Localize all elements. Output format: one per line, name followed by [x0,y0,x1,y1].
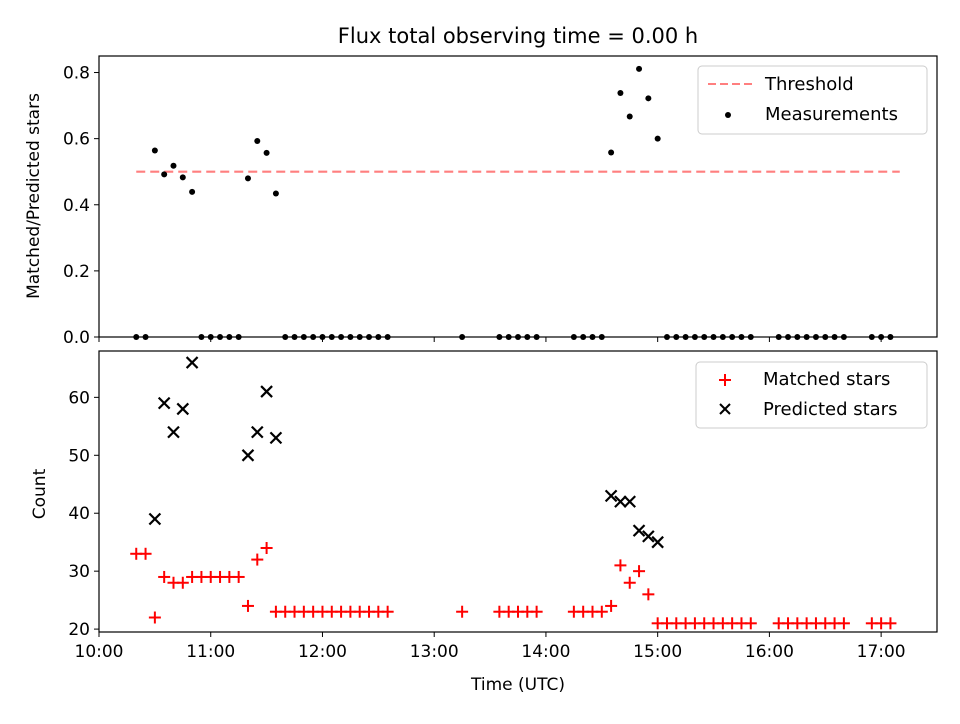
top-y-axis-label: Matched/Predicted stars [24,93,44,299]
measurement-point [244,175,251,182]
measurement-point [170,162,177,169]
legend-predicted-label: Predicted stars [763,399,897,420]
x-tick-label: 14:00 [521,642,570,662]
bottom-y-tick-label: 30 [68,562,90,582]
matched-point [633,565,646,578]
matched-point [614,559,627,572]
matched-point [530,605,543,618]
x-tick-label: 13:00 [410,642,459,662]
bottom-y-axis-label: Count [30,468,50,519]
measurement-point [263,149,270,156]
predicted-point [623,495,637,508]
top-x-axis-ticks [98,337,882,342]
x-tick-label: 17:00 [857,642,906,662]
bottom-legend: Matched stars Predicted stars [695,361,928,429]
top-axes-frame [98,55,938,338]
measurement-point [189,188,196,195]
matched-point [148,611,161,624]
top-y-tick-label: 0.8 [63,64,90,84]
legend-predicted-swatch [719,403,731,415]
top-legend: Threshold Measurements [697,65,928,135]
bottom-legend-box [695,361,928,429]
matched-point [884,617,897,630]
legend-measurements-swatch [725,112,731,118]
x-tick-label: 15:00 [633,642,682,662]
measurement-point [179,174,186,181]
measurement-point [254,137,261,144]
predicted-point [614,495,627,508]
predicted-point [241,449,255,462]
matched-point [642,588,655,601]
x-tick-label: 10:00 [75,642,124,662]
top-data-layer [133,65,900,340]
top-y-tick-label: 0.4 [63,196,90,216]
x-tick-label: 11:00 [186,642,235,662]
matched-point [241,599,254,612]
legend-matched-swatch [719,374,731,386]
top-legend-box [697,65,928,135]
matched-point [837,617,850,630]
bottom-y-tick-label: 40 [68,504,90,524]
predicted-point [604,489,618,503]
predicted-point [148,512,162,526]
top-y-tick-label: 0.6 [63,130,90,150]
measurement-point [151,147,158,154]
bottom-y-tick-label: 50 [68,446,90,466]
bottom-axes-frame [98,350,938,633]
legend-measurements-label: Measurements [765,104,898,125]
bottom-y-tick-label: 20 [68,620,90,640]
matched-point [139,547,152,560]
measurement-point [617,90,624,97]
matched-point [176,576,189,589]
matched-point [623,576,636,589]
predicted-point [176,402,190,416]
bottom-y-axis: 20 30 40 50 60 [68,388,99,640]
matched-point [595,605,608,618]
predicted-point [167,425,180,439]
x-tick-label: 16:00 [745,642,794,662]
matched-point [251,553,264,566]
matched-point [158,570,171,583]
matched-point [605,599,618,612]
x-axis-label: Time (UTC) [470,675,565,695]
x-tick-label: 12:00 [298,642,347,662]
measurement-point [645,95,652,102]
predicted-point [157,396,171,410]
chart-title: Flux total observing time = 0.00 h [338,24,698,48]
bottom-x-axis: 10:00 11:00 12:00 13:00 14:00 15:00 16:00 17:00 [75,632,906,662]
matched-point [260,541,273,554]
top-y-tick-label: 0.0 [63,328,90,348]
predicted-point [632,524,646,537]
predicted-point [651,535,664,549]
matched-point [381,605,394,618]
predicted-point [251,425,264,439]
matched-point [744,617,757,630]
matched-point [456,605,469,618]
measurement-point [272,190,279,197]
legend-threshold-label: Threshold [764,74,854,95]
bottom-data-layer [130,356,897,630]
measurement-point [654,135,661,142]
predicted-point [185,356,199,369]
predicted-point [269,431,283,445]
measurement-point [626,113,633,120]
measurement-point [161,171,168,178]
top-y-axis: 0.0 0.2 0.4 0.6 0.8 [63,64,99,348]
predicted-point [642,530,655,543]
bottom-y-tick-label: 60 [68,388,90,408]
top-y-tick-label: 0.2 [63,262,90,282]
measurement-point [636,65,643,72]
matched-point [232,570,245,583]
legend-matched-label: Matched stars [763,369,890,390]
measurement-point [608,149,615,156]
predicted-point [260,385,273,398]
